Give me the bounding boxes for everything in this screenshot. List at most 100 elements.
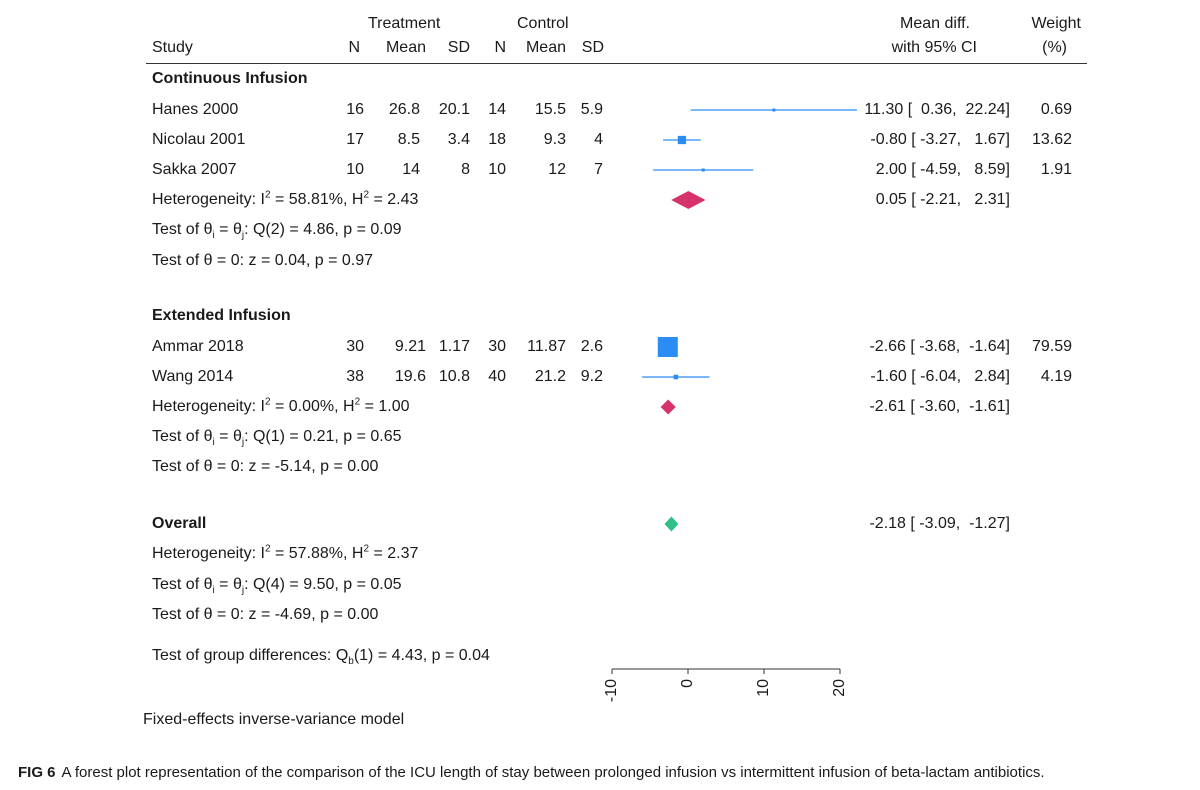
superscript-2: 2 (264, 543, 271, 555)
test-theta-i-prefix: Test of θ (152, 428, 213, 445)
effect-ci: -2.66 [ -3.68, -1.64] (869, 338, 1010, 355)
subscript-j: j (241, 230, 245, 242)
test-zero-value: z = 0.04, p = 0.97 (248, 252, 374, 269)
heterogeneity-prefix: Heterogeneity: I (152, 398, 265, 415)
group-differences-test: Test of group differences: Qb(1) = 4.43,… (152, 646, 490, 668)
t-sd: 20.1 (438, 101, 470, 118)
header-control: Control (517, 15, 569, 32)
weight: 1.91 (1040, 161, 1072, 178)
test-zero-extended: Test of θ = 0: z = -5.14, p = 0.00 (152, 457, 378, 477)
subscript-j: j (241, 585, 245, 597)
header-rule (146, 63, 1087, 64)
test-zero-prefix: Test of θ = 0: (152, 252, 249, 269)
t-mean: 14 (402, 161, 420, 178)
h2-value: 2.37 (387, 545, 419, 562)
caption-label: FIG 6 (18, 764, 56, 781)
c-n: 14 (488, 101, 506, 118)
study-name: Wang 2014 (152, 368, 234, 385)
test-theta-i-prefix: Test of θ (152, 576, 213, 593)
t-n: 16 (346, 101, 364, 118)
x-tick-label: 0 (679, 679, 696, 688)
overall-ci: -2.18 [ -3.09, -1.27] (869, 515, 1010, 532)
heterogeneity-overall: Heterogeneity: I2 = 57.88%, H2 = 2.37 (152, 543, 419, 562)
summary-diamond (664, 516, 679, 532)
c-sd: 4 (594, 131, 603, 148)
model-note: Fixed-effects inverse-variance model (143, 711, 405, 728)
header-t-n: N (348, 39, 360, 56)
subscript-i: i (212, 585, 215, 597)
effect-marker (772, 108, 776, 112)
test-homogeneity-extended: Test of θi = θj: Q(1) = 0.21, p = 0.65 (152, 428, 402, 449)
subscript-b: b (348, 656, 354, 668)
weight: 13.62 (1031, 131, 1072, 148)
t-n: 17 (346, 131, 364, 148)
group-label-extended: Extended Infusion (152, 307, 291, 324)
t-sd: 8 (461, 161, 470, 178)
summary-ci-extended: -2.61 [ -3.60, -1.61] (869, 398, 1010, 415)
c-n: 40 (488, 368, 506, 385)
c-mean: 11.87 (527, 338, 566, 355)
study-name: Hanes 2000 (152, 101, 239, 118)
header-weight-line2: (%) (1042, 39, 1067, 56)
t-sd: 1.17 (438, 338, 470, 355)
t-n: 10 (346, 161, 364, 178)
t-sd: 3.4 (447, 131, 470, 148)
t-n: 30 (346, 338, 364, 355)
c-mean: 15.5 (534, 101, 566, 118)
c-n: 10 (488, 161, 506, 178)
superscript-2: 2 (264, 189, 271, 201)
superscript-2: 2 (264, 396, 271, 408)
effect-ci: -0.80 [ -3.27, 1.67] (870, 131, 1010, 148)
superscript-2: 2 (363, 543, 370, 555)
heterogeneity-extended: Heterogeneity: I2 = 0.00%, H2 = 1.00 (152, 396, 410, 415)
figure-caption: FIG 6 A forest plot representation of the… (18, 764, 1045, 781)
subscript-j: j (241, 437, 245, 449)
header-t-mean: Mean (385, 39, 426, 56)
summary-ci-continuous: 0.05 [ -2.21, 2.31] (875, 191, 1010, 208)
header-c-n: N (494, 39, 506, 56)
c-mean: 21.2 (534, 368, 566, 385)
t-mean: 9.21 (394, 338, 426, 355)
heterogeneity-prefix: Heterogeneity: I (152, 191, 265, 208)
t-sd: 10.8 (438, 368, 470, 385)
group-diff-prefix: Test of group differences: Q (152, 647, 349, 664)
effect-marker (657, 337, 678, 357)
effect-marker (677, 135, 687, 145)
header-effect-line2: with 95% CI (891, 39, 977, 56)
test-zero-prefix: Test of θ = 0: (152, 606, 249, 623)
h2-value: 1.00 (378, 398, 410, 415)
heterogeneity-prefix: Heterogeneity: I (152, 545, 265, 562)
c-n: 18 (488, 131, 506, 148)
t-mean: 8.5 (397, 131, 420, 148)
c-sd: 5.9 (580, 101, 603, 118)
header-weight-line1: Weight (1031, 15, 1081, 32)
c-sd: 9.2 (580, 368, 603, 385)
overall-label: Overall (152, 515, 207, 532)
header-c-sd: SD (581, 39, 604, 56)
test-zero-prefix: Test of θ = 0: (152, 458, 249, 475)
c-sd: 7 (594, 161, 603, 178)
i2-value: 58.81% (288, 191, 344, 208)
c-n: 30 (488, 338, 506, 355)
test-zero-continuous: Test of θ = 0: z = 0.04, p = 0.97 (152, 251, 373, 271)
c-mean: 9.3 (543, 131, 566, 148)
group-diff-tail: (1) = 4.43, p = 0.04 (353, 647, 490, 664)
subscript-i: i (212, 230, 215, 242)
forest-plot: -10 0 10 20 (603, 108, 858, 702)
effect-marker (701, 168, 705, 172)
heterogeneity-continuous: Heterogeneity: I2 = 58.81%, H2 = 2.43 (152, 189, 419, 208)
test-homog-value: Q(2) = 4.86, p = 0.09 (252, 221, 402, 238)
weight: 0.69 (1040, 101, 1072, 118)
effect-ci: -1.60 [ -6.04, 2.84] (870, 368, 1010, 385)
i2-value: 0.00% (288, 398, 335, 415)
summary-diamond (660, 399, 676, 415)
x-tick-label: 20 (831, 679, 848, 697)
effect-ci: 2.00 [ -4.59, 8.59] (875, 161, 1010, 178)
x-tick-label: 10 (755, 679, 772, 697)
weight: 79.59 (1031, 338, 1072, 355)
study-name: Sakka 2007 (152, 161, 237, 178)
summary-diamond (671, 191, 706, 209)
test-zero-value: z = -5.14, p = 0.00 (248, 458, 379, 475)
test-homogeneity-overall: Test of θi = θj: Q(4) = 9.50, p = 0.05 (152, 576, 402, 597)
header-t-sd: SD (447, 39, 470, 56)
